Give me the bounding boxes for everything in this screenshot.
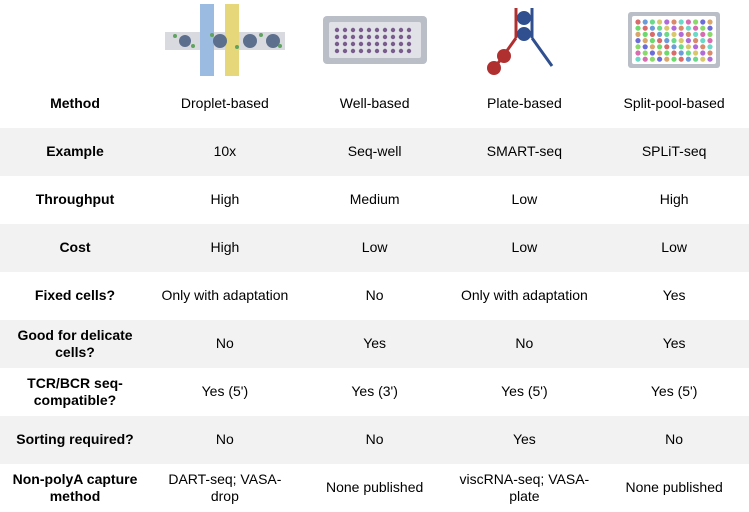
row-label: Sorting required? <box>0 416 150 464</box>
well-icon <box>315 4 435 76</box>
table-row: Non-polyA capture methodDART-seq; VASA-d… <box>0 464 749 512</box>
table-cell: DART-seq; VASA-drop <box>150 464 300 512</box>
row-label: Fixed cells? <box>0 272 150 320</box>
table-cell: No <box>150 416 300 464</box>
droplet-icon-cell <box>150 0 300 80</box>
row-label: Throughput <box>0 176 150 224</box>
table-cell: None published <box>599 464 749 512</box>
icon-row <box>0 0 749 80</box>
table-cell: Split-pool-based <box>599 80 749 128</box>
table-cell: viscRNA-seq; VASA-plate <box>450 464 600 512</box>
table-cell: Low <box>300 224 450 272</box>
table-cell: SPLiT-seq <box>599 128 749 176</box>
table-row: MethodDroplet-basedWell-basedPlate-based… <box>0 80 749 128</box>
well-icon-cell <box>300 0 450 80</box>
splitpool-icon <box>614 4 734 76</box>
table-cell: Well-based <box>300 80 450 128</box>
plate-icon-cell <box>450 0 600 80</box>
splitpool-icon-cell <box>599 0 749 80</box>
table-cell: Low <box>599 224 749 272</box>
table-cell: No <box>150 320 300 368</box>
table-cell: No <box>599 416 749 464</box>
table-row: ThroughputHighMediumLowHigh <box>0 176 749 224</box>
table-cell: High <box>599 176 749 224</box>
table-cell: SMART-seq <box>450 128 600 176</box>
comparison-table: MethodDroplet-basedWell-basedPlate-based… <box>0 0 749 512</box>
plate-icon <box>464 4 584 76</box>
icon-row-spacer <box>0 0 150 80</box>
row-label: TCR/BCR seq-compatible? <box>0 368 150 416</box>
table-cell: Yes (5') <box>599 368 749 416</box>
table-cell: Low <box>450 224 600 272</box>
table-cell: No <box>300 272 450 320</box>
table-cell: Only with adaptation <box>450 272 600 320</box>
row-label: Method <box>0 80 150 128</box>
table-row: Fixed cells?Only with adaptationNoOnly w… <box>0 272 749 320</box>
table-cell: Yes (3') <box>300 368 450 416</box>
row-label: Good for delicate cells? <box>0 320 150 368</box>
table-cell: Yes <box>599 320 749 368</box>
table-cell: Droplet-based <box>150 80 300 128</box>
row-label: Example <box>0 128 150 176</box>
table-cell: Low <box>450 176 600 224</box>
table-cell: 10x <box>150 128 300 176</box>
table-cell: Yes (5') <box>150 368 300 416</box>
table-row: Example10xSeq-wellSMART-seqSPLiT-seq <box>0 128 749 176</box>
table-cell: Only with adaptation <box>150 272 300 320</box>
table-cell: No <box>450 320 600 368</box>
droplet-icon <box>165 4 285 76</box>
table-cell: No <box>300 416 450 464</box>
table-row: Sorting required?NoNoYesNo <box>0 416 749 464</box>
table-cell: High <box>150 176 300 224</box>
table-row: Good for delicate cells?NoYesNoYes <box>0 320 749 368</box>
table-cell: None published <box>300 464 450 512</box>
table-cell: Medium <box>300 176 450 224</box>
table-row: TCR/BCR seq-compatible?Yes (5')Yes (3')Y… <box>0 368 749 416</box>
table-cell: Yes (5') <box>450 368 600 416</box>
row-label: Cost <box>0 224 150 272</box>
table-cell: Yes <box>300 320 450 368</box>
table-cell: Yes <box>599 272 749 320</box>
table-cell: Yes <box>450 416 600 464</box>
table-cell: Seq-well <box>300 128 450 176</box>
row-label: Non-polyA capture method <box>0 464 150 512</box>
table-row: CostHighLowLowLow <box>0 224 749 272</box>
table-cell: Plate-based <box>450 80 600 128</box>
table-cell: High <box>150 224 300 272</box>
